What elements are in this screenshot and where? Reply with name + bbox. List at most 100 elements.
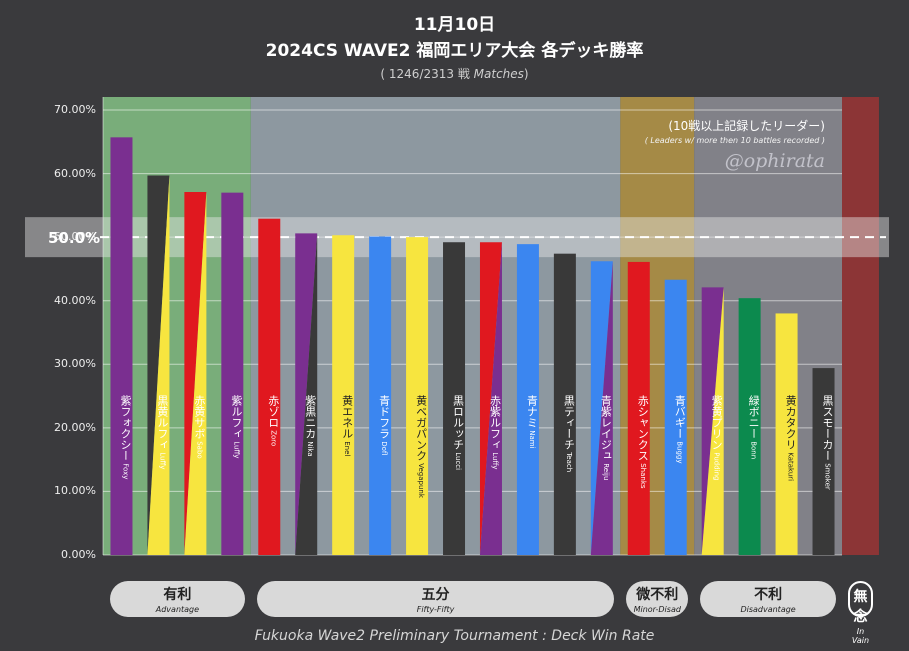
chart-footer: Fukuoka Wave2 Preliminary Tournament : D… <box>254 628 655 644</box>
bar-fill-secondary <box>479 242 502 555</box>
bar-fill-secondary <box>147 175 170 555</box>
bar-label-en: Shanks <box>639 461 647 489</box>
bar-label-jp: 紫黄プリン <box>710 395 723 450</box>
bar-label: 紫黒ニカ Nika <box>304 395 317 457</box>
bar-fill <box>369 236 392 555</box>
chart-title: 2024CS WAVE2 福岡エリア大会 各デッキ勝率 <box>265 41 644 61</box>
bar-label: 赤紫ルフィ Luffy <box>488 395 501 470</box>
bar-label-jp: 黄ベガパンク <box>415 394 428 461</box>
subtitle-end: ) <box>523 67 529 81</box>
bars-group <box>110 137 835 556</box>
bar <box>184 192 207 555</box>
bar-label-en: Sabo <box>195 439 203 459</box>
bar-fill <box>406 237 429 555</box>
bar-label: 黒スモーカー Smoker <box>821 395 834 490</box>
bar-label-en: Smoker <box>824 461 832 490</box>
bar-label-en: Foxy <box>121 461 129 479</box>
bar-fill <box>664 279 687 555</box>
bar-fill <box>516 244 539 555</box>
bar <box>258 218 281 555</box>
bar-label-jp: 黒ティーチ <box>562 395 575 450</box>
bar-label-en: Luffy <box>232 439 240 458</box>
bar <box>516 244 539 555</box>
fifty-percent-label: 50.0% <box>48 229 101 247</box>
bar <box>812 368 835 555</box>
bar-fill <box>110 137 133 556</box>
bar <box>553 253 576 555</box>
y-tick-label: 50.00% <box>54 230 96 244</box>
bar-labels-group: 紫フォクシー Foxy 黒黄ルフィ Luffy 赤黄サボ Sabo 紫ルフィ Luff… <box>119 394 834 499</box>
y-tick-label: 30.00% <box>54 357 96 371</box>
bar-fill <box>812 368 835 555</box>
bar-fill <box>221 192 244 555</box>
bar-label-en: Teach <box>565 450 573 472</box>
author-watermark: @ophirata <box>724 150 825 172</box>
subtitle-count: ( 1246/2313 戦 <box>380 67 474 81</box>
bar-label-en: Vegapunk <box>417 461 425 499</box>
leader-note-jp: (10戦以上記録したリーダー) <box>668 119 825 133</box>
bar-label: 緑ボニー Bonn <box>747 394 760 460</box>
y-tick-label: 70.00% <box>54 103 96 116</box>
bar-label-jp: 黄カタクリ <box>784 394 797 450</box>
bar-label: 青バギー Buggy <box>673 395 686 464</box>
zone-pill-sublabel: Fifty-Fifty <box>416 605 455 614</box>
bar <box>406 237 429 555</box>
bar <box>775 313 798 555</box>
bar-label-jp: 紫黒ニカ <box>304 395 317 439</box>
bar-label: 黒ロルッチ Lucci <box>452 395 465 470</box>
zone-background <box>842 97 879 555</box>
bar-label-en: Pudding <box>713 450 721 480</box>
bar-label: 赤シャンクス Shanks <box>636 395 649 489</box>
zone-pill-label: 五分 <box>421 587 450 603</box>
bar-fill <box>553 253 576 555</box>
bar-label: 青紫レイジュ Reiju <box>599 395 612 481</box>
subtitle-matches: Matches <box>473 67 524 81</box>
bar-label: 紫黄プリン Pudding <box>710 395 723 481</box>
zone-pill: 無念 In Vain <box>848 581 873 645</box>
bar-fill <box>258 218 281 555</box>
bar-label-en: Nami <box>528 428 536 449</box>
chart-date-title: 11月10日 <box>413 15 496 35</box>
bar-label-jp: 青紫レイジュ <box>599 395 612 461</box>
bar <box>221 192 244 555</box>
bar-label-en: Katakuri <box>787 450 795 481</box>
bar-label-en: Luffy <box>491 450 499 469</box>
y-tick-label: 60.00% <box>54 166 96 180</box>
bar-fill <box>332 235 355 555</box>
zone-pill: 不利 Disadvantage <box>700 581 836 617</box>
bar <box>443 242 466 555</box>
bar-label-en: Zoro <box>269 428 277 446</box>
bar-fill <box>627 261 650 555</box>
bar-fill-secondary <box>590 261 613 555</box>
bar-label: 赤黄サボ Sabo <box>193 395 206 459</box>
bar-label-jp: 赤シャンクス <box>636 395 649 461</box>
bar-label: 黄ベガパンク Vegapunk <box>415 394 428 499</box>
bar-fill-secondary <box>701 287 724 555</box>
zone-pill-label: 無念 <box>853 589 868 625</box>
bar-label: 黄カタクリ Katakuri <box>784 394 797 481</box>
bar-label-en: Enel <box>343 439 351 456</box>
bar-fill-secondary <box>295 233 318 556</box>
bar-label-jp: 青バギー <box>673 395 686 439</box>
bar-label-jp: 黒ロルッチ <box>452 395 465 450</box>
zone-pill-sublabel: Minor-Disad <box>633 605 681 614</box>
bar-label-jp: 緑ボニー <box>747 394 760 439</box>
y-tick-label: 10.00% <box>54 484 96 498</box>
bar-fill-secondary <box>184 192 207 555</box>
zone-pill: 五分 Fifty-Fifty <box>256 581 615 617</box>
bar <box>590 261 613 555</box>
zone-pill-label: 有利 <box>163 587 192 603</box>
bar-label-jp: 赤紫ルフィ <box>488 395 501 450</box>
bar-label-jp: 黄エネル <box>341 394 354 439</box>
y-tick-label: 20.00% <box>54 420 96 434</box>
bar-fill <box>775 313 798 555</box>
bar-label-jp: 黒黄ルフィ <box>156 395 169 450</box>
bar-label-en: Lucci <box>454 450 462 470</box>
bar-label-en: Luffy <box>158 450 166 469</box>
bar <box>147 175 170 555</box>
bar <box>627 261 650 555</box>
bar <box>332 235 355 555</box>
bar-label: 赤ゾロ Zoro <box>267 395 280 447</box>
bar-label-jp: 黒スモーカー <box>821 395 834 461</box>
